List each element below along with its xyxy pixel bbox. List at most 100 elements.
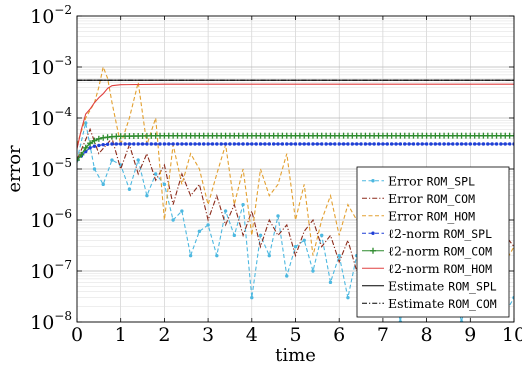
legend-code: ROM_SPL xyxy=(448,279,497,293)
legend-prefix: Error xyxy=(388,208,427,223)
data-point xyxy=(311,269,314,272)
data-point xyxy=(333,142,336,145)
x-tick-label: 3 xyxy=(202,324,214,346)
data-point xyxy=(421,142,424,145)
data-point xyxy=(442,142,445,145)
data-point xyxy=(499,142,502,145)
data-point xyxy=(263,142,266,145)
data-point xyxy=(176,142,179,145)
y-tick-exponent: −2 xyxy=(54,3,72,17)
legend-prefix: Estimate xyxy=(388,296,448,311)
x-tick-label: 4 xyxy=(246,324,258,346)
data-point xyxy=(316,142,319,145)
data-point xyxy=(285,142,288,145)
legend-label: Error ROM_COM xyxy=(388,191,475,206)
data-point xyxy=(154,142,157,145)
legend-prefix: Estimate xyxy=(388,278,448,293)
data-point xyxy=(141,142,144,145)
data-point xyxy=(268,142,271,145)
legend-prefix: Error xyxy=(388,191,427,206)
data-point xyxy=(259,234,262,237)
data-point xyxy=(250,296,253,299)
data-point xyxy=(189,142,192,145)
legend-label: Error ROM_HOM xyxy=(388,208,475,223)
data-point xyxy=(145,194,148,197)
data-point xyxy=(215,142,218,145)
data-point xyxy=(268,254,271,257)
data-point xyxy=(185,142,188,145)
x-tick-label: 6 xyxy=(333,324,345,346)
data-point xyxy=(338,142,341,145)
y-tick-exponent: −4 xyxy=(54,105,72,119)
data-point xyxy=(128,188,131,191)
y-tick-label: 10−3 xyxy=(30,54,72,79)
data-point xyxy=(281,142,284,145)
data-point xyxy=(102,143,105,146)
y-tick-base: 10 xyxy=(30,312,54,334)
data-point xyxy=(355,142,358,145)
data-point xyxy=(88,146,91,149)
data-point xyxy=(93,144,96,147)
data-point xyxy=(224,142,227,145)
y-tick-base: 10 xyxy=(30,210,54,232)
data-point xyxy=(233,234,236,237)
data-point xyxy=(154,172,157,175)
data-point xyxy=(193,142,196,145)
data-point xyxy=(364,142,367,145)
legend-code: ROM_HOM xyxy=(427,209,476,223)
data-point xyxy=(495,142,498,145)
legend-prefix: ℓ2-norm xyxy=(388,243,444,258)
y-tick-exponent: −6 xyxy=(54,207,72,221)
y-tick-exponent: −8 xyxy=(54,309,72,323)
data-point xyxy=(289,142,292,145)
legend-prefix: Error xyxy=(388,173,427,188)
x-tick-label: 5 xyxy=(289,324,301,346)
legend-label: ℓ2-norm ROM_SPL xyxy=(388,226,492,241)
data-point xyxy=(416,142,419,145)
data-point xyxy=(110,158,113,161)
legend-box xyxy=(357,167,509,317)
data-point xyxy=(407,142,410,145)
data-point xyxy=(202,142,205,145)
data-point xyxy=(171,142,174,145)
data-point xyxy=(136,142,139,145)
data-point xyxy=(294,142,297,145)
legend-label: ℓ2-norm ROM_HOM xyxy=(388,261,492,276)
y-tick-exponent: −7 xyxy=(54,258,72,272)
data-point xyxy=(429,142,432,145)
data-point xyxy=(329,281,332,284)
data-point xyxy=(425,142,428,145)
data-point xyxy=(211,142,214,145)
legend-code: ROM_COM xyxy=(427,192,476,206)
data-point xyxy=(105,134,111,140)
data-point xyxy=(259,142,262,145)
data-point xyxy=(119,142,122,145)
x-tick-label: 9 xyxy=(464,324,476,346)
data-point xyxy=(386,142,389,145)
data-point xyxy=(110,142,113,145)
x-tick-label: 8 xyxy=(421,324,433,346)
data-point xyxy=(324,142,327,145)
data-point xyxy=(303,142,306,145)
x-tick-label: 7 xyxy=(377,324,389,346)
data-point xyxy=(198,142,201,145)
data-point xyxy=(477,142,480,145)
data-point xyxy=(351,142,354,145)
data-point xyxy=(504,142,507,145)
y-tick-label: 10−6 xyxy=(30,207,72,232)
legend-code: ROM_COM xyxy=(444,244,493,258)
data-point xyxy=(508,142,511,145)
data-point xyxy=(412,142,415,145)
data-point xyxy=(237,142,240,145)
data-point xyxy=(233,142,236,145)
legend-label: ℓ2-norm ROM_COM xyxy=(388,243,492,258)
data-point xyxy=(132,142,135,145)
data-point xyxy=(276,214,279,217)
data-point xyxy=(346,142,349,145)
y-tick-exponent: −5 xyxy=(54,156,72,170)
legend-marker xyxy=(371,232,374,235)
data-point xyxy=(93,167,96,170)
data-point xyxy=(381,142,384,145)
data-point xyxy=(224,209,227,212)
